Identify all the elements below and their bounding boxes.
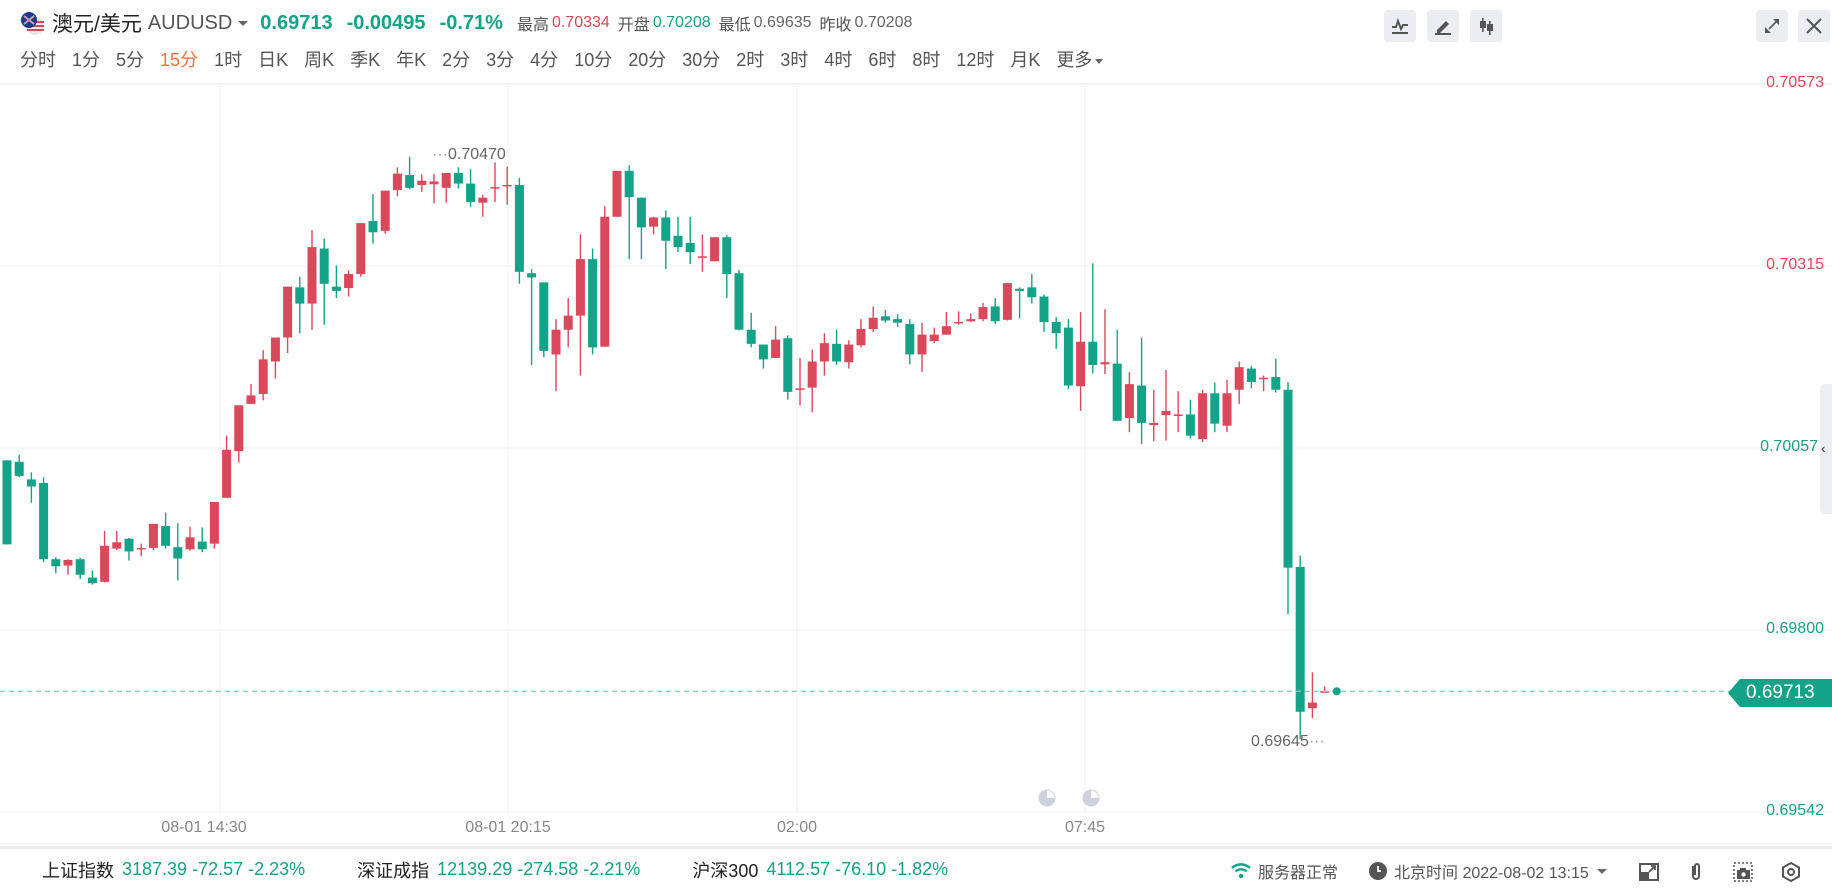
y-tick-label: 0.70057 [1760,438,1818,455]
x-tick-label: 07:45 [1064,819,1106,836]
clock-icon [1369,862,1387,880]
y-tick-label: 0.69542 [1766,802,1824,819]
chart-header: 澳元/美元 AUDUSD 0.69713 -0.00495 -0.71% 最高 … [0,0,1832,84]
fullscreen-button[interactable] [1756,10,1788,42]
price-change-pct: -0.71% [439,11,503,34]
status-bar: 上证指数 3187.39 -72.57 -2.23% 深证成指 12139.29… [0,846,1832,890]
side-panel-toggle[interactable]: ‹ [1820,384,1832,514]
screenshot-button[interactable] [1732,861,1754,883]
chart-canvas[interactable] [0,84,1832,844]
period-tab[interactable]: 更多 [1056,46,1104,72]
stat-high-label: 最高 [516,17,549,34]
index-name[interactable]: 上证指数 [42,860,114,881]
stat-open-label: 开盘 [617,17,650,34]
period-tab[interactable]: 季K [350,50,381,70]
server-status: 服务器正常 [1230,849,1338,893]
stat-prev-close-value: 0.70208 [854,14,913,31]
indicator-button[interactable] [1384,10,1416,42]
period-tab[interactable]: 12时 [956,50,995,70]
price-change: -0.00495 [346,11,426,34]
server-status-text: 服务器正常 [1258,865,1339,882]
title-row: 澳元/美元 AUDUSD 0.69713 -0.00495 -0.71% 最高 … [20,8,920,38]
chevron-left-icon: ‹ [1821,440,1826,456]
candlestick-chart[interactable]: 0.70573 0.70315 0.70057 0.69800 0.69542 … [0,74,1832,844]
period-tab[interactable]: 周K [304,50,335,70]
chevron-down-icon [1596,868,1607,874]
period-tab[interactable]: 30分 [682,50,721,70]
period-tab[interactable]: 年K [396,50,427,70]
event-marker-icon[interactable] [1038,789,1056,807]
period-tab[interactable]: 5分 [116,50,145,70]
period-tab[interactable]: 1时 [214,50,243,70]
period-tab[interactable]: 4时 [824,50,853,70]
symbol-dropdown-icon[interactable] [238,20,249,26]
float-window-button[interactable] [1638,861,1660,883]
period-tab[interactable]: 20分 [628,50,667,70]
last-price-tag: 0.69713 [1728,679,1832,707]
last-price: 0.69713 [260,11,333,34]
draw-icon [1435,21,1451,35]
stat-low-label: 最低 [718,17,751,34]
close-button[interactable] [1798,10,1830,42]
au-us-flag-icon [20,10,46,36]
period-tab[interactable]: 1分 [72,50,101,70]
period-tab[interactable]: 10分 [574,50,613,70]
chevron-down-icon [1095,58,1104,64]
x-tick-label: 08-01 20:15 [465,819,551,836]
event-marker-icon[interactable] [1082,789,1100,807]
attach-button[interactable] [1685,861,1707,883]
stat-prev-close-label: 昨收 [819,17,852,34]
period-tab[interactable]: 3分 [486,50,515,70]
beijing-time: 北京时间 2022-08-02 13:15 [1394,865,1589,882]
period-tabs: 分时 1分 5分 15分 1时 日K 周K 季K 年K 2分 3分 4分 10分 20分 30分 2时 3时 4时… [20,46,1119,72]
fullscreen-icon [1765,19,1779,33]
y-tick-label: 0.70573 [1766,74,1824,91]
candle-type-icon [1480,18,1493,35]
instrument-symbol[interactable]: AUDUSD [147,11,233,34]
stat-low-value: 0.69635 [753,14,812,31]
y-tick-label: 0.69800 [1766,620,1824,637]
paperclip-icon [1692,863,1700,880]
index-value: 4112.57 -76.10 -1.82% [766,859,949,879]
index-name[interactable]: 沪深300 [692,860,759,881]
settings-button[interactable] [1780,861,1802,883]
float-window-icon [1639,863,1659,881]
stat-open-value: 0.70208 [652,14,711,31]
gear-icon [1782,861,1800,883]
period-tab[interactable]: 日K [258,50,289,70]
low-annotation: 0.69645··· [1251,733,1325,750]
high-annotation: ···0.70470 [432,146,506,163]
index-value: 12139.29 -274.58 -2.21% [437,859,641,879]
close-icon [1806,18,1822,34]
stat-high-value: 0.70334 [551,14,610,31]
period-tab[interactable]: 6时 [868,50,897,70]
period-tab[interactable]: 8时 [912,50,941,70]
wifi-icon [1231,863,1251,879]
period-tab[interactable]: 分时 [20,50,56,70]
x-tick-label: 08-01 14:30 [161,819,247,836]
instrument-name: 澳元/美元 [52,13,142,36]
index-name[interactable]: 深证成指 [357,860,430,881]
period-tab[interactable]: 2分 [442,50,471,70]
period-tab[interactable]: 2时 [736,50,765,70]
draw-button[interactable] [1427,10,1459,42]
camera-icon [1733,862,1753,882]
period-tab[interactable]: 15分 [160,50,199,70]
indicator-icon [1392,18,1408,34]
period-tab[interactable]: 3时 [780,50,809,70]
y-tick-label: 0.70315 [1766,256,1824,273]
index-value: 3187.39 -72.57 -2.23% [122,859,306,879]
period-tab[interactable]: 月K [1010,50,1041,70]
period-tab[interactable]: 4分 [530,50,559,70]
x-tick-label: 02:00 [776,819,818,836]
candle-type-button[interactable] [1470,10,1502,42]
timezone-selector[interactable]: 北京时间 2022-08-02 13:15 [1368,849,1619,893]
